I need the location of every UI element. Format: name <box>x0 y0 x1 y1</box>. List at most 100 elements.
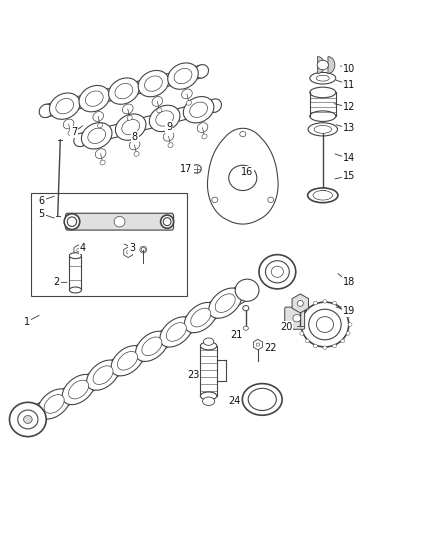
Ellipse shape <box>317 60 328 70</box>
Ellipse shape <box>163 131 174 141</box>
Ellipse shape <box>79 85 110 112</box>
Bar <box>201 346 217 396</box>
Ellipse shape <box>265 261 289 283</box>
Text: 14: 14 <box>343 154 355 164</box>
Ellipse shape <box>297 301 304 306</box>
Ellipse shape <box>168 63 198 89</box>
Ellipse shape <box>152 96 162 106</box>
Ellipse shape <box>174 68 192 84</box>
Ellipse shape <box>160 317 193 347</box>
Text: 16: 16 <box>241 166 253 176</box>
Text: 10: 10 <box>343 64 355 74</box>
Ellipse shape <box>68 131 73 135</box>
Ellipse shape <box>271 266 283 277</box>
Ellipse shape <box>69 253 81 259</box>
Ellipse shape <box>314 301 317 305</box>
Ellipse shape <box>293 314 301 322</box>
Ellipse shape <box>191 308 211 327</box>
Ellipse shape <box>195 64 208 78</box>
Ellipse shape <box>346 314 350 318</box>
Ellipse shape <box>156 111 173 126</box>
Ellipse shape <box>332 344 336 348</box>
Ellipse shape <box>201 392 217 400</box>
Ellipse shape <box>111 346 144 376</box>
Ellipse shape <box>314 344 317 348</box>
Ellipse shape <box>316 75 329 81</box>
Text: 2: 2 <box>54 277 60 287</box>
Ellipse shape <box>163 217 171 225</box>
Ellipse shape <box>56 99 74 114</box>
Text: 15: 15 <box>343 171 355 181</box>
Ellipse shape <box>323 346 327 350</box>
Ellipse shape <box>300 314 304 318</box>
Ellipse shape <box>69 287 81 293</box>
Ellipse shape <box>186 100 191 106</box>
Ellipse shape <box>313 191 332 200</box>
Ellipse shape <box>100 160 105 165</box>
Text: 23: 23 <box>187 369 199 379</box>
Text: 6: 6 <box>39 196 45 206</box>
Text: 24: 24 <box>228 396 240 406</box>
Polygon shape <box>292 294 308 313</box>
Ellipse shape <box>74 133 88 147</box>
Ellipse shape <box>346 332 350 335</box>
Ellipse shape <box>67 217 77 227</box>
Ellipse shape <box>190 102 208 117</box>
Ellipse shape <box>240 132 246 137</box>
Ellipse shape <box>323 300 327 303</box>
Ellipse shape <box>129 140 140 150</box>
Ellipse shape <box>44 394 64 413</box>
Ellipse shape <box>310 87 336 98</box>
Ellipse shape <box>122 119 140 135</box>
Ellipse shape <box>69 380 88 399</box>
Ellipse shape <box>184 302 217 333</box>
Ellipse shape <box>310 72 336 84</box>
Ellipse shape <box>87 360 120 390</box>
Ellipse shape <box>62 375 95 405</box>
FancyBboxPatch shape <box>285 307 304 329</box>
Ellipse shape <box>95 149 106 158</box>
Ellipse shape <box>93 111 103 122</box>
Text: 18: 18 <box>343 277 355 287</box>
Ellipse shape <box>305 339 309 343</box>
FancyBboxPatch shape <box>66 213 173 230</box>
Text: 9: 9 <box>166 122 172 132</box>
Ellipse shape <box>184 96 214 123</box>
Text: 13: 13 <box>343 123 355 133</box>
Text: 12: 12 <box>343 102 355 112</box>
Text: 7: 7 <box>71 127 77 137</box>
Text: 8: 8 <box>131 132 138 142</box>
Text: 4: 4 <box>80 243 86 253</box>
Ellipse shape <box>202 397 215 406</box>
Wedge shape <box>328 56 335 74</box>
Ellipse shape <box>117 351 138 370</box>
Ellipse shape <box>88 128 106 143</box>
Ellipse shape <box>64 214 80 230</box>
Ellipse shape <box>341 306 345 310</box>
Ellipse shape <box>268 197 274 203</box>
Ellipse shape <box>10 402 46 437</box>
Ellipse shape <box>123 104 133 114</box>
Ellipse shape <box>24 416 32 423</box>
Ellipse shape <box>305 306 309 310</box>
Ellipse shape <box>197 123 208 133</box>
Ellipse shape <box>98 123 103 128</box>
Ellipse shape <box>49 93 80 119</box>
Polygon shape <box>254 340 262 350</box>
Ellipse shape <box>85 91 103 106</box>
Ellipse shape <box>300 332 304 335</box>
Text: 3: 3 <box>130 243 136 253</box>
Ellipse shape <box>212 197 218 203</box>
Ellipse shape <box>161 215 173 228</box>
Ellipse shape <box>140 246 147 253</box>
Ellipse shape <box>135 331 168 361</box>
Text: 19: 19 <box>343 306 355 316</box>
Ellipse shape <box>127 116 132 120</box>
Ellipse shape <box>243 305 249 311</box>
Ellipse shape <box>192 165 201 173</box>
Ellipse shape <box>166 322 186 341</box>
Ellipse shape <box>115 114 146 140</box>
Ellipse shape <box>145 76 162 91</box>
Ellipse shape <box>138 70 169 97</box>
Ellipse shape <box>18 410 38 429</box>
